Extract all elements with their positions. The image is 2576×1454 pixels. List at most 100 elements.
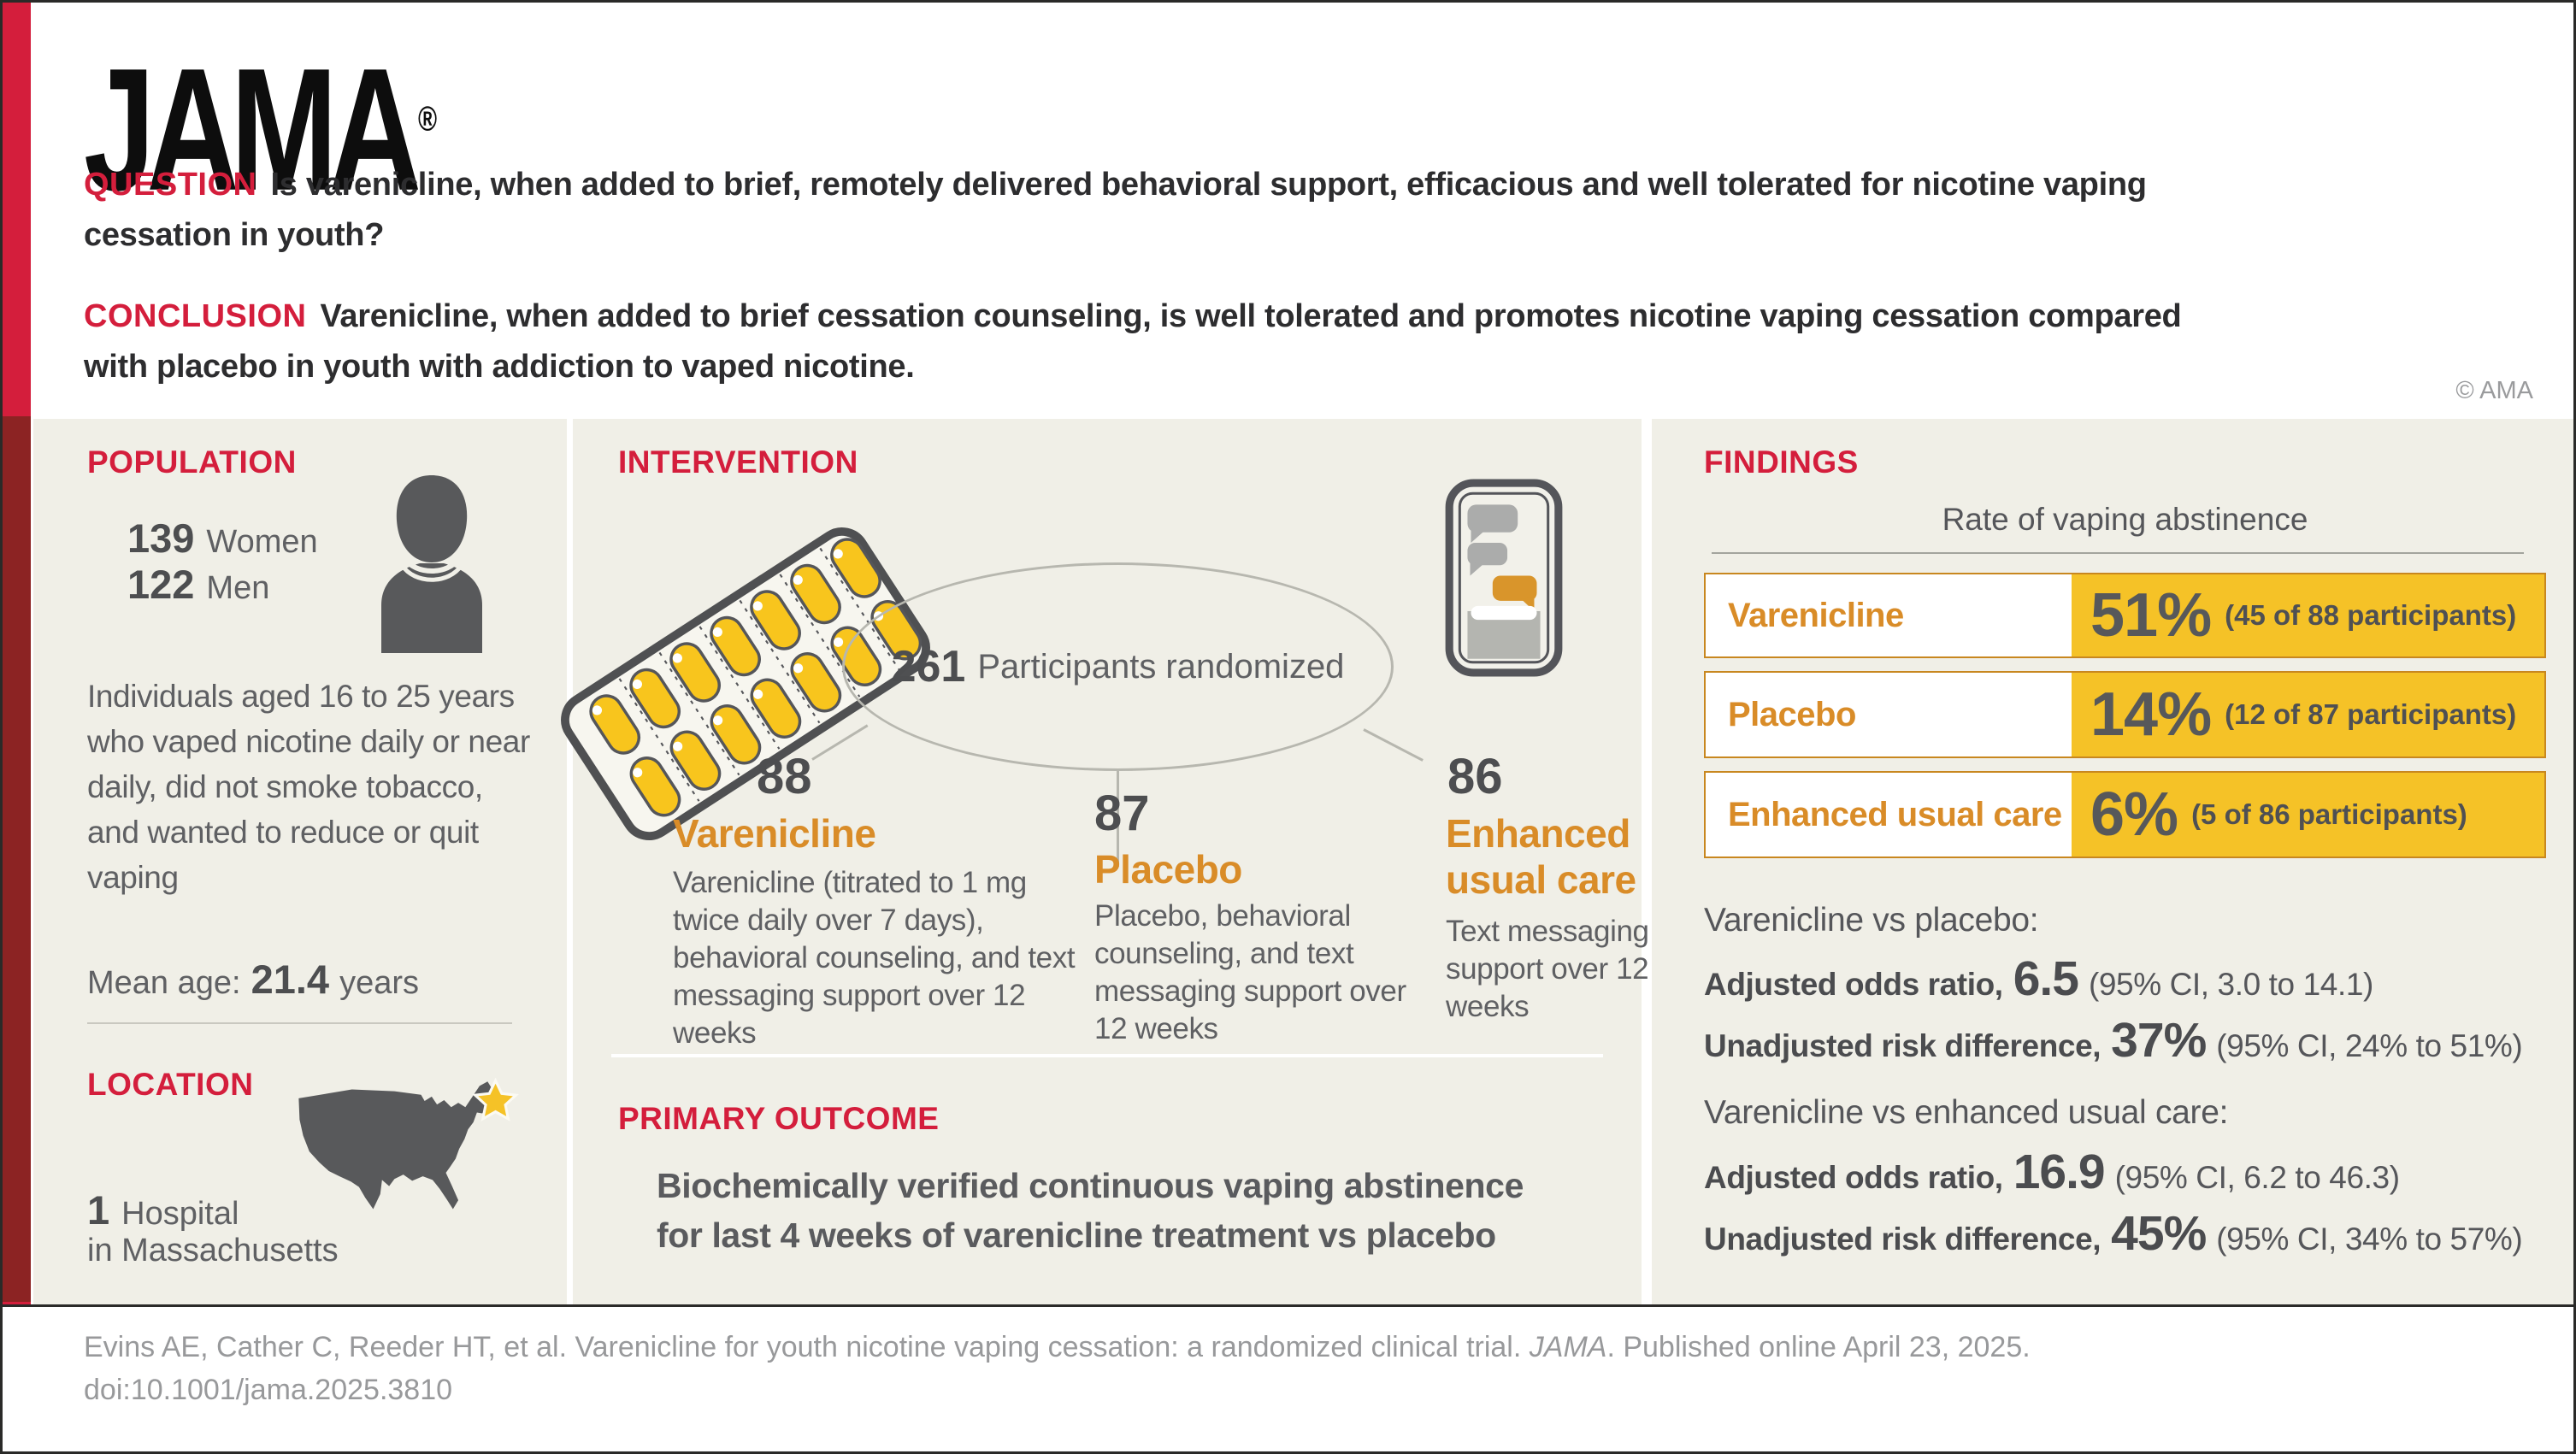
intervention-panel: INTERVENTION [561,419,1649,1304]
accent-bar-middle [3,416,31,1302]
footer: Evins AE, Cather C, Reeder HT, et al. Va… [3,1304,2573,1451]
connector-line-enhanced [1363,728,1424,762]
hospital-count: 1 [87,1187,110,1233]
question-block: QUESTION Is varenicline, when added to br… [84,160,2196,261]
text-input-bar [1471,605,1537,621]
randomized-label: Participants randomized [977,647,1345,686]
stat-value: 45% [2111,1206,2207,1261]
finding-row-value-cell: 6% (5 of 86 participants) [2072,773,2544,857]
population-location-divider [87,1022,512,1024]
connector-line-placebo [1117,771,1119,867]
orange-chat-bubble [1492,575,1537,601]
question-text: Is varenicline, when added to brief, rem… [84,167,2147,253]
finding-row-enhanced: Enhanced usual care 6% (5 of 86 particip… [1704,771,2546,858]
men-count: 122 [127,562,195,607]
mean-age-unit: years [339,965,419,1001]
finding-row-detail: (45 of 88 participants) [2225,599,2517,631]
comparison-1-risk-difference: Unadjusted risk difference, 37% (95% CI,… [1704,1012,2523,1068]
placebo-group-description: Placebo, behavioral counseling, and text… [1094,899,1406,1045]
finding-row-percent: 51% [2090,581,2212,650]
stat-label: Unadjusted risk difference, [1704,1221,2101,1257]
citation-doi: doi:10.1001/jama.2025.3810 [84,1374,453,1406]
varenicline-group-count: 88 [757,749,812,804]
women-label: Women [206,524,318,560]
population-heading: POPULATION [87,444,297,480]
conclusion-label: CONCLUSION [84,298,307,334]
enhanced-group-count: 86 [1447,749,1503,804]
population-description: Individuals aged 16 to 25 years who vape… [87,679,530,895]
chat-bubble-tail [1471,527,1486,543]
enhanced-group-description: Text messaging support over 12 weeks [1446,915,1649,1023]
finding-row-label: Varenicline [1706,574,2072,656]
stat-value: 6.5 [2013,951,2079,1006]
hospital-state-label: in Massachusetts [87,1233,339,1269]
massachusetts-star-icon [472,1077,520,1121]
women-count: 139 [127,515,195,561]
primary-outcome-text: Biochemically verified continuous vaping… [657,1166,1524,1255]
findings-subtitle-divider [1712,552,2524,554]
primary-outcome-heading: PRIMARY OUTCOME [618,1101,940,1136]
conclusion-block: CONCLUSION Varenicline, when added to bri… [84,291,2196,392]
enhanced-group-name: Enhanced usual care [1446,811,1636,902]
finding-row-label: Enhanced usual care [1706,773,2072,857]
location-heading: LOCATION [87,1067,254,1102]
finding-row-varenicline: Varenicline 51% (45 of 88 participants) [1704,573,2546,658]
varenicline-group-description: Varenicline (titrated to 1 mg twice dail… [673,866,1076,1050]
finding-row-percent: 6% [2090,780,2178,849]
comparison-2-title: Varenicline vs enhanced usual care: [1704,1094,2229,1131]
jama-logo: JAMA ® [84,42,437,216]
citation: Evins AE, Cather C, Reeder HT, et al. Va… [84,1326,2478,1411]
comparison-2-risk-difference: Unadjusted risk difference, 45% (95% CI,… [1704,1205,2523,1262]
intervention-heading: INTERVENTION [618,444,858,480]
conclusion-text: Varenicline, when added to brief cessati… [84,298,2182,385]
placebo-group-name: Placebo [1094,847,1242,892]
hospital-state: in Massachusetts [87,1233,339,1269]
us-map-icon [298,1077,520,1210]
ama-copyright: © AMA [2455,377,2533,404]
mean-age-row: Mean age: 21.4 years [87,956,419,1003]
finding-row-detail: (12 of 87 participants) [2225,698,2517,730]
phone-texting-icon [1445,479,1563,677]
population-panel: POPULATION 139 Women 122 Men Individuals… [33,419,567,1304]
stat-label: Adjusted odds ratio, [1704,967,2003,1002]
finding-row-placebo: Placebo 14% (12 of 87 participants) [1704,671,2546,758]
findings-panel: FINDINGS Rate of vaping abstinence Varen… [1652,419,2573,1304]
stat-value: 16.9 [2013,1145,2106,1199]
jama-logo-text: JAMA [84,31,421,227]
finding-row-value-cell: 14% (12 of 87 participants) [2072,673,2544,756]
men-label: Men [206,570,270,606]
accent-bar-top [3,3,31,416]
citation-journal: JAMA [1529,1331,1607,1363]
intervention-outcome-divider [611,1054,1603,1057]
findings-subtitle: Rate of vaping abstinence [1942,502,2308,537]
pill-pack-icon [550,515,942,851]
varenicline-group-name: Varenicline [673,811,876,856]
stat-ci: (95% CI, 6.2 to 46.3) [2114,1160,2400,1195]
stat-ci: (95% CI, 3.0 to 14.1) [2088,967,2373,1002]
mean-age-label: Mean age: [87,965,241,1001]
citation-pre: Evins AE, Cather C, Reeder HT, et al. Va… [84,1331,1530,1363]
randomized-count: 261 [891,642,966,692]
placebo-group-count: 87 [1094,786,1150,841]
citation-post: . Published online April 23, 2025. [1606,1331,2031,1363]
stat-ci: (95% CI, 34% to 57%) [2216,1221,2523,1257]
stat-ci: (95% CI, 24% to 51%) [2216,1028,2523,1063]
finding-row-detail: (5 of 86 participants) [2191,798,2467,830]
person-icon [381,475,482,653]
finding-row-value-cell: 51% (45 of 88 participants) [2072,574,2544,656]
stat-label: Unadjusted risk difference, [1704,1028,2101,1063]
comparison-1-title: Varenicline vs placebo: [1704,902,2039,939]
hospital-label: Hospital [121,1196,239,1232]
mean-age-value: 21.4 [251,957,330,1002]
finding-row-percent: 14% [2090,680,2212,749]
findings-heading: FINDINGS [1704,444,1859,480]
registered-mark: ® [418,100,438,138]
men-count-row: 122 Men [127,561,269,608]
randomized-ellipse: 261 Participants randomized [842,562,1394,771]
hospital-count-row: 1 Hospital [87,1186,239,1233]
comparison-2-odds-ratio: Adjusted odds ratio, 16.9 (95% CI, 6.2 t… [1704,1144,2400,1200]
women-count-row: 139 Women [127,515,318,562]
stat-value: 37% [2111,1013,2207,1068]
question-label: QUESTION [84,167,257,203]
